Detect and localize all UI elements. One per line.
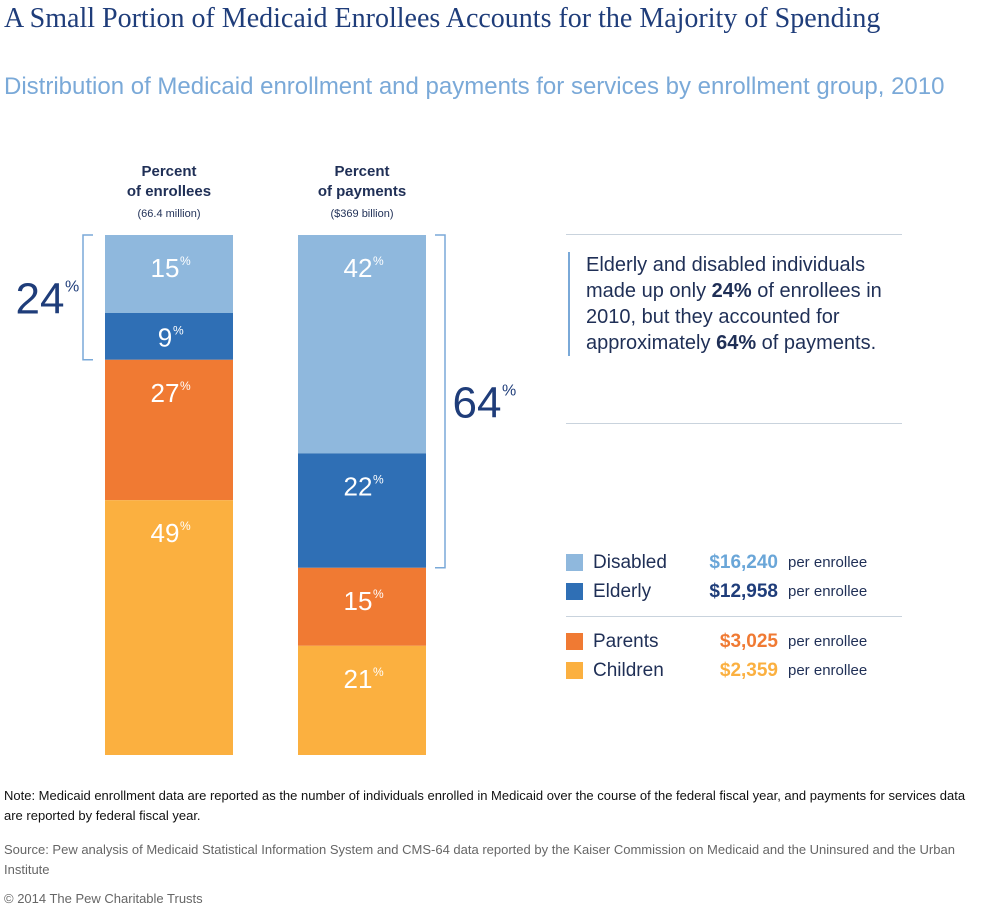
legend-swatch-children: [566, 662, 583, 679]
legend-swatch-elderly: [566, 583, 583, 600]
bar-percent-of-payments-children: [298, 645, 426, 755]
data-label-percent-of-enrollees-elderly: 9: [158, 322, 172, 352]
legend-unit-children: per enrollee: [788, 662, 868, 679]
legend-unit-elderly: per enrollee: [788, 583, 868, 600]
data-label-unit-percent-of-payments-disabled: %: [373, 254, 384, 268]
legend-unit-parents: per enrollee: [788, 633, 868, 650]
data-label-percent-of-payments-parents: 15: [344, 586, 373, 616]
legend-swatch-parents: [566, 633, 583, 650]
legend-item-parents: Parents $3,025 per enrollee: [566, 627, 902, 656]
column-header-percent-of-payments-line2: of payments: [318, 183, 406, 200]
bracket-value-percent-of-payments: 64: [453, 378, 502, 427]
legend-swatch-disabled: [566, 554, 583, 571]
bar-percent-of-enrollees-elderly: [105, 313, 233, 360]
legend-value-parents: $3,025: [719, 630, 778, 652]
callout-bold-payments: 64%: [716, 332, 757, 354]
data-label-unit-percent-of-enrollees-children: %: [180, 519, 191, 533]
bar-percent-of-enrollees-children: [105, 500, 233, 755]
callout-line-1: Elderly and disabled individuals made up…: [586, 254, 866, 302]
data-label-unit-percent-of-enrollees-disabled: %: [180, 254, 191, 268]
data-label-unit-percent-of-payments-parents: %: [373, 587, 384, 601]
data-label-unit-percent-of-payments-children: %: [373, 665, 384, 679]
bar-percent-of-enrollees-parents: [105, 359, 233, 501]
data-label-percent-of-enrollees-disabled: 15: [151, 253, 180, 283]
legend-label-elderly: Elderly: [593, 580, 652, 602]
bar-percent-of-payments-elderly: [298, 453, 426, 568]
chart-subtitle: Distribution of Medicaid enrollment and …: [4, 73, 945, 100]
bar-percent-of-enrollees-disabled: [105, 235, 233, 313]
column-header-percent-of-payments-line1: Percent: [334, 163, 389, 180]
data-label-unit-percent-of-enrollees-parents: %: [180, 379, 191, 393]
bar-percent-of-payments-parents: [298, 567, 426, 646]
legend-item-elderly: Elderly $12,958 per enrollee: [566, 577, 902, 606]
callout-text: Elderly and disabled individuals made up…: [568, 252, 886, 356]
legend-label-disabled: Disabled: [593, 551, 667, 573]
column-header-percent-of-enrollees-line1: Percent: [141, 163, 196, 180]
legend-value-elderly: $12,958: [709, 580, 778, 602]
data-label-percent-of-payments-children: 21: [344, 664, 373, 694]
copyright: © 2014 The Pew Charitable Trusts: [4, 891, 203, 906]
source: Source: Pew analysis of Medicaid Statist…: [4, 842, 955, 877]
legend: Disabled $16,240 per enrollee Elderly $12,95…: [566, 548, 902, 685]
column-subtitle-percent-of-enrollees: (66.4 million): [138, 208, 201, 220]
callout-box: Elderly and disabled individuals made up…: [566, 234, 902, 424]
legend-value-disabled: $16,240: [709, 551, 778, 573]
legend-label-parents: Parents: [593, 630, 659, 652]
callout-line-3: of payments.: [761, 332, 877, 354]
bracket-value-percent-of-enrollees: 24: [16, 274, 65, 323]
legend-unit-disabled: per enrollee: [788, 554, 868, 571]
data-label-unit-percent-of-enrollees-elderly: %: [173, 323, 184, 337]
bracket-unit-percent-of-enrollees: %: [65, 278, 79, 295]
legend-separator: [566, 616, 902, 617]
data-label-percent-of-enrollees-children: 49: [151, 518, 180, 548]
column-subtitle-percent-of-payments: ($369 billion): [331, 208, 394, 220]
bracket-unit-percent-of-payments: %: [502, 382, 516, 399]
callout-line-2: of enrollees in 2010, but they accounted…: [586, 280, 882, 354]
data-label-percent-of-payments-disabled: 42: [344, 253, 373, 283]
chart-title: A Small Portion of Medicaid Enrollees Ac…: [4, 3, 881, 34]
callout-bold-enrollees: 24%: [711, 280, 752, 302]
data-label-unit-percent-of-payments-elderly: %: [373, 472, 384, 486]
data-label-percent-of-payments-elderly: 22: [344, 471, 373, 501]
bracket-percent-of-payments: [435, 234, 446, 569]
legend-value-children: $2,359: [719, 659, 778, 681]
data-label-percent-of-enrollees-parents: 27: [151, 378, 180, 408]
legend-item-children: Children $2,359 per enrollee: [566, 656, 902, 685]
legend-label-children: Children: [593, 659, 664, 681]
bracket-percent-of-enrollees: [82, 234, 93, 361]
column-header-percent-of-enrollees-line2: of enrollees: [127, 183, 211, 200]
bar-percent-of-payments-disabled: [298, 235, 426, 454]
legend-item-disabled: Disabled $16,240 per enrollee: [566, 548, 902, 577]
note: Note: Medicaid enrollment data are repor…: [4, 788, 966, 823]
